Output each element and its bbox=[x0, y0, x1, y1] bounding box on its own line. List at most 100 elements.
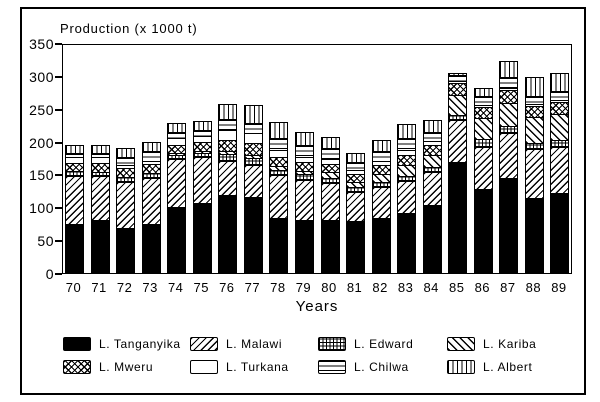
bar-segment-l-turkana bbox=[193, 135, 211, 143]
bar-segment-l-chilwa bbox=[193, 129, 211, 136]
bar-80 bbox=[320, 137, 340, 273]
y-tick bbox=[55, 207, 62, 210]
bar-segment-l-malawi bbox=[551, 146, 569, 193]
legend-item-l-malawi: L. Malawi bbox=[190, 337, 282, 351]
bar-segment-l-edward bbox=[500, 126, 518, 134]
bar-segment-l-mweru bbox=[244, 142, 262, 155]
bar-segment-l-chilwa bbox=[168, 131, 186, 139]
bar-segment-l-tanganyika bbox=[244, 197, 262, 273]
bar-segment-l-malawi bbox=[168, 159, 186, 207]
bar-segment-l-chilwa bbox=[449, 74, 467, 82]
bar-segment-l-mweru bbox=[142, 163, 160, 174]
legend-item-l-tanganyika: L. Tanganyika bbox=[63, 337, 181, 351]
bar-segment-l-albert bbox=[372, 140, 390, 151]
bar-segment-l-turkana bbox=[474, 105, 492, 108]
bar-segment-l-malawi bbox=[91, 176, 109, 221]
plot-area bbox=[62, 44, 572, 274]
legend-label: L. Kariba bbox=[483, 337, 537, 351]
bar-segment-l-turkana bbox=[142, 160, 160, 164]
bar-segment-l-albert bbox=[168, 122, 186, 132]
x-tick-label: 83 bbox=[397, 280, 414, 295]
bar-segment-l-malawi bbox=[500, 133, 518, 178]
bar-77 bbox=[243, 104, 263, 273]
bar-segment-l-malawi bbox=[193, 157, 211, 204]
x-tick-label: 78 bbox=[270, 280, 286, 295]
bar-segment-l-kariba bbox=[500, 103, 518, 127]
bar-segment-l-albert bbox=[398, 123, 416, 139]
y-tick bbox=[55, 43, 62, 45]
bar-78 bbox=[269, 121, 289, 273]
bar-segment-l-kariba bbox=[551, 114, 569, 141]
y-tick bbox=[55, 141, 62, 144]
bar-segment-l-edward bbox=[398, 175, 416, 182]
bar-segment-l-mweru bbox=[525, 106, 543, 117]
bar-segment-l-kariba bbox=[193, 150, 211, 153]
bar-86 bbox=[473, 88, 493, 273]
y-tick-label: 50 bbox=[37, 233, 54, 250]
bar-segment-l-mweru bbox=[66, 162, 83, 172]
bar-81 bbox=[346, 152, 366, 273]
legend-swatch bbox=[318, 360, 346, 374]
legend-label: L. Albert bbox=[483, 360, 533, 374]
legend-item-l-albert: L. Albert bbox=[447, 360, 532, 374]
bar-segment-l-chilwa bbox=[117, 156, 135, 165]
bar-segment-l-tanganyika bbox=[142, 223, 160, 273]
bar-segment-l-mweru bbox=[423, 144, 441, 155]
bar-segment-l-tanganyika bbox=[193, 203, 211, 273]
bar-segment-l-edward bbox=[244, 158, 262, 165]
bar-segment-l-edward bbox=[91, 171, 109, 177]
bar-segment-l-malawi bbox=[372, 186, 390, 218]
legend-swatch bbox=[190, 337, 218, 351]
x-tick-label: 72 bbox=[116, 280, 133, 295]
legend-item-l-edward: L. Edward bbox=[318, 337, 413, 351]
legend-item-l-turkana: L. Turkana bbox=[190, 360, 289, 374]
bar-segment-l-tanganyika bbox=[551, 192, 569, 273]
legend-swatch bbox=[447, 360, 475, 374]
bar-segment-l-chilwa bbox=[244, 123, 262, 134]
x-tick-label: 75 bbox=[193, 280, 209, 295]
y-tick-label: 300 bbox=[29, 68, 54, 85]
legend-label: L. Turkana bbox=[226, 360, 289, 374]
bar-segment-l-malawi bbox=[66, 175, 83, 224]
bar-segment-l-kariba bbox=[398, 165, 416, 176]
bar-segment-l-albert bbox=[244, 104, 262, 124]
bar-segment-l-tanganyika bbox=[500, 177, 518, 273]
bar-segment-l-chilwa bbox=[321, 147, 339, 159]
bar-segment-l-turkana bbox=[449, 81, 467, 84]
bar-segment-l-chilwa bbox=[66, 153, 83, 157]
bar-segment-l-mweru bbox=[372, 165, 390, 174]
legend-label: L. Chilwa bbox=[354, 360, 409, 374]
bar-segment-l-edward bbox=[219, 154, 237, 161]
bar-segment-l-edward bbox=[142, 173, 160, 178]
x-tick-label: 79 bbox=[295, 280, 312, 295]
x-tick-label: 86 bbox=[474, 280, 491, 295]
bar-segment-l-mweru bbox=[474, 107, 492, 118]
bar-segment-l-edward bbox=[193, 152, 211, 158]
bar-segment-l-kariba bbox=[474, 117, 492, 139]
x-tick-label: 88 bbox=[525, 280, 542, 295]
bar-segment-l-edward bbox=[551, 140, 569, 147]
legend-swatch bbox=[190, 360, 218, 374]
x-tick-label: 87 bbox=[500, 280, 516, 295]
bar-segment-l-turkana bbox=[525, 104, 543, 107]
bar-segment-l-turkana bbox=[168, 138, 186, 145]
bar-segment-l-tanganyika bbox=[270, 217, 288, 273]
bar-segment-l-kariba bbox=[347, 181, 365, 187]
x-tick-label: 81 bbox=[346, 280, 363, 295]
y-tick-label: 100 bbox=[29, 200, 54, 217]
x-axis-title: Years bbox=[295, 298, 339, 315]
x-tick-label: 70 bbox=[65, 280, 82, 295]
y-tick bbox=[55, 174, 62, 177]
legend-label: L. Mweru bbox=[99, 360, 154, 374]
legend-item-l-chilwa: L. Chilwa bbox=[318, 360, 409, 374]
bar-segment-l-kariba bbox=[449, 94, 467, 115]
x-tick-label: 85 bbox=[449, 280, 465, 295]
bar-segment-l-mweru bbox=[295, 161, 313, 171]
bar-segment-l-turkana bbox=[500, 87, 518, 91]
bar-segment-l-mweru bbox=[347, 173, 365, 182]
bar-segment-l-edward bbox=[168, 154, 186, 160]
x-tick-label: 84 bbox=[423, 280, 439, 295]
bar-segment-l-kariba bbox=[372, 173, 390, 182]
bar-segment-l-albert bbox=[474, 88, 492, 97]
bar-segment-l-edward bbox=[449, 114, 467, 120]
